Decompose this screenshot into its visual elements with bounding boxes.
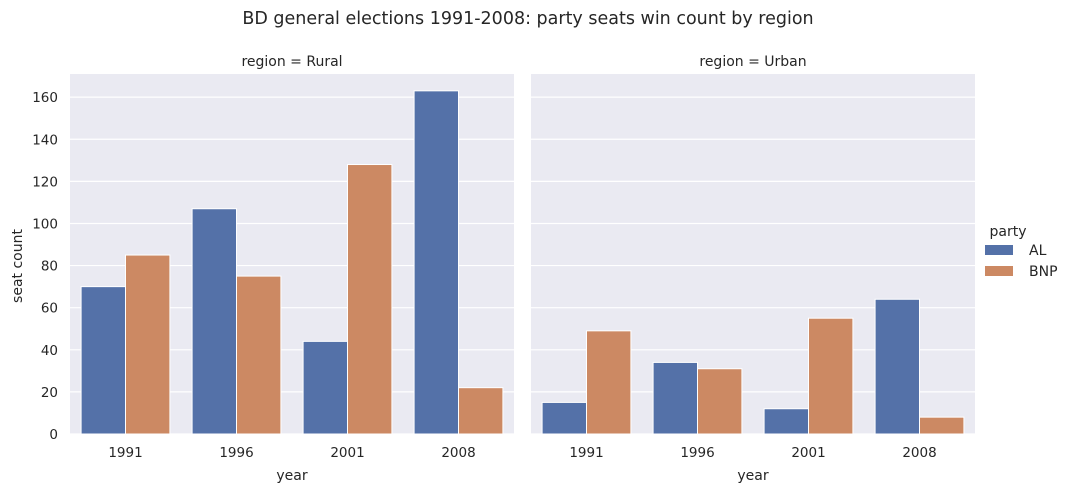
bar-bnp-1991	[125, 254, 171, 435]
bar-bnp-2001	[347, 164, 393, 435]
bar-al-1996	[652, 361, 698, 435]
bar-al-2008	[874, 298, 920, 435]
x-tick-label: 2008	[902, 445, 936, 461]
bar-al-1991	[80, 286, 126, 435]
panels: region = Rural 0 20 40 60 80 100 120 140 160 1991 1…	[32, 54, 975, 484]
y-axis-label: seat count	[10, 229, 26, 303]
y-tick-label: 160	[32, 90, 58, 106]
y-tick-label: 40	[41, 343, 58, 359]
bar-al-1991	[541, 401, 587, 435]
x-tick-label: 1991	[108, 445, 142, 461]
legend-swatch-al	[985, 245, 1013, 255]
x-tick-label: 1996	[219, 445, 253, 461]
legend-entries: AL BNP	[985, 243, 1058, 280]
bar-bnp-1996	[697, 368, 743, 435]
chart-title: BD general elections 1991-2008: party se…	[242, 9, 813, 29]
x-tick-label: 2008	[441, 445, 475, 461]
legend-title: party	[990, 224, 1027, 240]
y-tick-label: 20	[41, 385, 58, 401]
bar-al-2001	[763, 408, 809, 435]
panel-rural: region = Rural 0 20 40 60 80 100 120 140 160 1991 1…	[32, 54, 514, 484]
x-axis-label: year	[276, 468, 307, 484]
legend: party AL BNP	[985, 224, 1058, 280]
x-tick-label: 1996	[680, 445, 714, 461]
bar-al-2001	[302, 340, 349, 435]
bar-bnp-2008	[458, 387, 504, 435]
bar-bnp-2008	[919, 416, 965, 435]
y-tick-label: 80	[41, 259, 58, 275]
y-tick-label: 120	[32, 174, 58, 190]
bar-bnp-1996	[236, 275, 282, 435]
legend-label-bnp: BNP	[1029, 264, 1058, 280]
panel-urban: region = Urban 1991 1996 2001 2008 year	[531, 54, 975, 484]
panel-title: region = Urban	[699, 54, 806, 70]
legend-swatch-bnp	[985, 266, 1013, 276]
bar-bnp-1991	[586, 330, 632, 435]
y-tick-label: 60	[41, 301, 58, 317]
x-tick-label: 1991	[569, 445, 603, 461]
y-tick-label: 140	[32, 132, 58, 148]
x-tick-label: 2001	[330, 445, 364, 461]
y-tick-label: 0	[49, 427, 58, 443]
bar-al-1996	[191, 208, 238, 435]
x-tick-label: 2001	[791, 445, 825, 461]
x-axis-label: year	[737, 468, 768, 484]
bar-al-2008	[413, 90, 460, 435]
panel-title: region = Rural	[241, 54, 342, 70]
legend-label-al: AL	[1029, 243, 1047, 259]
y-tick-label: 100	[32, 216, 58, 232]
bar-bnp-2001	[808, 317, 854, 435]
